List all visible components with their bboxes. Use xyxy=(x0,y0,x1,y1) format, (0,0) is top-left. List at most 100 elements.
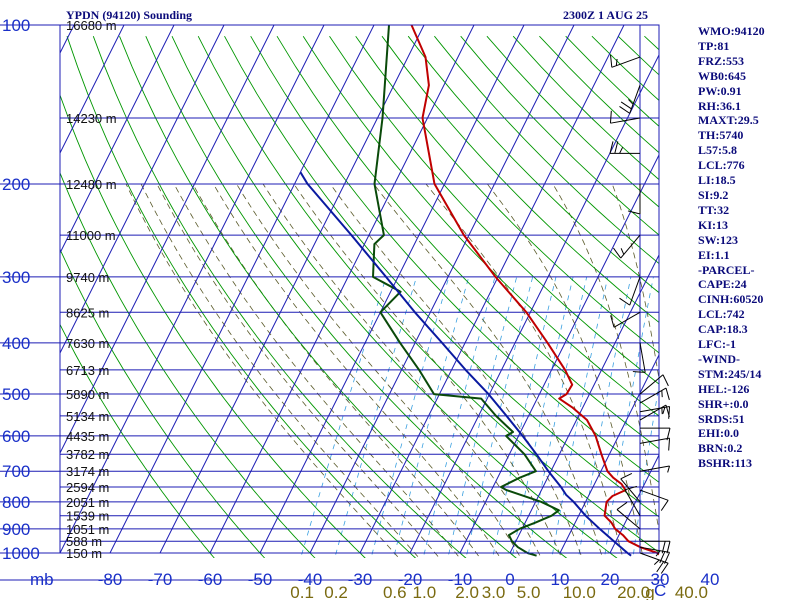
index-item: FRZ:553 xyxy=(698,53,744,68)
index-item: CAP:18.3 xyxy=(698,322,748,337)
index-item: SW:123 xyxy=(698,232,739,247)
wind-barbs xyxy=(609,25,671,574)
wind-barb-flag xyxy=(655,550,661,557)
plot-frame xyxy=(0,24,664,581)
wind-barb-staff xyxy=(611,56,641,68)
isotherm-line xyxy=(559,353,659,554)
index-item: CINH:60520 xyxy=(698,292,764,307)
index-item: -WIND- xyxy=(698,351,740,366)
mixing-ratio-label: 10.0 xyxy=(563,583,596,600)
wind-barb-flag xyxy=(627,210,641,215)
wind-barb xyxy=(609,110,641,124)
mixing-ratio-line xyxy=(527,276,588,558)
index-item: RH:36.1 xyxy=(698,98,741,113)
moist-adiabat-line xyxy=(192,183,481,558)
isotherm-line xyxy=(259,25,525,554)
mixing-ratio-label: 0.6 xyxy=(383,583,407,600)
dry-adiabat-line xyxy=(66,36,417,558)
plot-area xyxy=(60,25,800,564)
mixing-ratio-line xyxy=(492,276,557,558)
wind-barb xyxy=(620,472,641,503)
moist-adiabat-line xyxy=(552,183,659,534)
index-item: LFC:-1 xyxy=(698,337,736,352)
wind-barb-flag xyxy=(609,141,614,154)
wind-barb-staff xyxy=(639,342,646,373)
wind-barb xyxy=(640,427,671,441)
index-item: HEL:-126 xyxy=(698,381,750,396)
dry-adiabat-line xyxy=(276,35,659,450)
wind-barb-staff xyxy=(620,234,641,259)
isotherm-line xyxy=(159,25,425,554)
height-label: 8625 m xyxy=(66,305,109,320)
wind-barb-flag xyxy=(667,465,671,473)
dry-adiabat-line xyxy=(250,35,659,483)
sounding-time: 2300Z 1 AUG 25 xyxy=(563,8,649,22)
mixing-ratio-line xyxy=(370,276,450,558)
index-item: PW:0.91 xyxy=(698,83,742,98)
mixing-ratio-line xyxy=(551,276,609,558)
height-label: 1051 m xyxy=(66,522,109,537)
dry-adiabat-line xyxy=(407,35,659,294)
moist-adiabat-line xyxy=(236,183,522,558)
mixing-ratio-line xyxy=(604,276,654,558)
wind-barb-flag xyxy=(614,141,619,154)
index-item: TH:5740 xyxy=(698,128,744,143)
mixing-ratio-line xyxy=(393,276,470,558)
wind-barb xyxy=(639,552,669,574)
wind-barb-flag xyxy=(620,248,625,255)
moist-adiabat-line xyxy=(373,183,603,558)
index-item: LCL:776 xyxy=(698,158,745,173)
index-item: WMO:94120 xyxy=(698,24,765,38)
wind-barb xyxy=(639,489,669,511)
wind-barb xyxy=(619,276,641,306)
index-item: LCL:742 xyxy=(698,307,745,322)
indices-panel: WMO:94120 TP:81 FRZ:553 WB0:645 PW:0.91 RH:36… xyxy=(698,24,765,471)
wind-barb-flag xyxy=(668,438,671,451)
wind-barb-flag xyxy=(666,541,671,554)
isotherm-line xyxy=(60,25,125,155)
temperature-tick-label: -30 xyxy=(348,570,373,589)
height-label: 9740 m xyxy=(66,270,109,285)
height-label: 5134 m xyxy=(66,409,109,424)
height-label: 1539 m xyxy=(66,509,109,524)
dry-adiabat-line xyxy=(776,36,800,564)
temperature-tick-label: -70 xyxy=(148,570,173,589)
mixing-ratio-line xyxy=(447,276,518,558)
pressure-label: 700 xyxy=(2,462,30,481)
parcel-line xyxy=(299,171,632,557)
moist-adiabat-line xyxy=(156,183,440,558)
height-label: 588 m xyxy=(66,534,102,549)
mixing-ratio-line xyxy=(300,276,387,558)
temperature-tick-label: -10 xyxy=(448,570,473,589)
wind-barb xyxy=(609,141,640,154)
wind-barb xyxy=(639,387,670,404)
wind-barb xyxy=(627,183,641,215)
isotherm-line xyxy=(60,25,225,355)
wind-barb xyxy=(639,465,671,473)
mixing-ratio-line xyxy=(511,276,574,558)
dry-adiabat-line xyxy=(224,35,659,518)
wind-barb-flag xyxy=(619,147,624,154)
temperature-tick-label: 0 xyxy=(505,570,514,589)
temperature-tick-label: -60 xyxy=(198,570,223,589)
moist-adiabat-line xyxy=(262,183,542,558)
wind-barb xyxy=(610,311,641,328)
moist-adiabat-line xyxy=(173,183,461,558)
pressure-label: 900 xyxy=(2,520,30,539)
wind-barb-flag xyxy=(616,501,628,510)
wind-barb-staff xyxy=(624,489,641,516)
moist-adiabat-line xyxy=(140,183,420,558)
moist-adiabat-line xyxy=(125,183,400,558)
wind-barb-flag xyxy=(665,387,670,401)
index-item: L57:5.8 xyxy=(698,143,737,158)
height-label: 6713 m xyxy=(66,363,109,378)
wind-barb-flag xyxy=(660,562,669,574)
wind-barb-flag xyxy=(609,110,612,124)
dry-adiabat-line xyxy=(197,35,659,553)
temperature-tick-label: -50 xyxy=(248,570,273,589)
dry-adiabat-line xyxy=(355,35,659,354)
dry-adiabat-line xyxy=(92,36,467,558)
wind-barb xyxy=(639,374,669,395)
wind-barb-flag xyxy=(660,500,669,511)
